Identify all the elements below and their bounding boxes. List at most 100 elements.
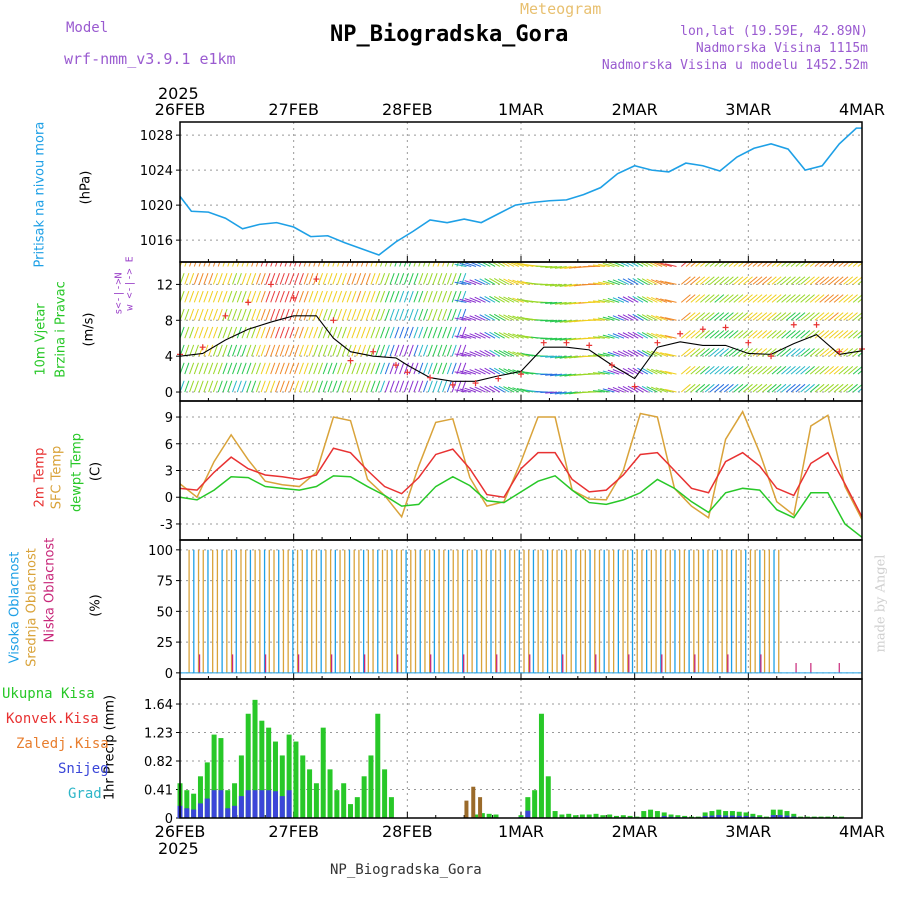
wind-barb	[627, 278, 639, 285]
wind-barb	[442, 326, 448, 339]
wind-barb	[641, 349, 653, 357]
wind-barb	[790, 294, 801, 303]
wind-barb	[308, 380, 314, 393]
wind-barb	[198, 262, 202, 267]
wind-barb	[771, 312, 782, 321]
wind-barb	[843, 348, 854, 357]
wind-barb	[260, 308, 266, 321]
wind-barb	[843, 276, 854, 285]
wind-barb	[857, 352, 862, 357]
wind-barb	[719, 383, 729, 393]
wind-barb	[365, 380, 371, 393]
precip-legend-total: Ukupna Kisa	[2, 686, 95, 702]
wind-barb	[384, 290, 390, 303]
wind-barb	[260, 344, 266, 357]
frozen-bar	[464, 800, 469, 818]
wind-barb	[607, 387, 620, 393]
y-tick-label: 25	[156, 636, 173, 651]
wind-barb	[308, 362, 314, 375]
wind-barb	[540, 355, 553, 358]
wind-barb	[733, 348, 744, 357]
wind-barb	[695, 383, 706, 393]
wind-barb	[189, 272, 195, 285]
wind-barb	[380, 362, 386, 375]
wind-barb	[193, 308, 199, 321]
wind-barb	[824, 312, 835, 321]
wind-barb	[852, 312, 862, 321]
snow-bar	[272, 791, 278, 818]
wind-barb	[680, 383, 691, 393]
wind-barb	[232, 308, 238, 321]
wind-barb	[738, 312, 749, 321]
wind-barb	[380, 326, 386, 339]
wind-barb	[766, 312, 777, 321]
wind-gust-marker	[245, 299, 252, 306]
wind-barb	[700, 330, 710, 339]
wind-barb	[279, 380, 285, 393]
wind-barb	[493, 349, 505, 357]
wind-barb	[275, 272, 281, 285]
wind-barb	[265, 344, 271, 357]
wind-barb	[217, 262, 221, 267]
wind-barb	[800, 330, 811, 339]
wind-barb	[512, 333, 524, 339]
wind-barb	[327, 380, 333, 393]
wind-barb	[284, 362, 290, 375]
precip-bar	[648, 809, 654, 818]
wind-barb	[809, 383, 820, 393]
wind-barb	[632, 277, 644, 285]
wind-barb	[814, 383, 825, 393]
wind-gust-marker	[427, 374, 434, 381]
snow-bar	[729, 815, 735, 818]
precip-bar	[348, 804, 353, 818]
wind-barb	[337, 290, 343, 303]
wind-barb	[265, 290, 271, 303]
precip-bar	[486, 813, 492, 818]
wind-barb	[607, 262, 620, 267]
wind-barb	[540, 337, 553, 340]
wind-barb	[848, 330, 858, 339]
precip-bar	[361, 776, 367, 818]
wind-barb	[738, 276, 749, 285]
wind-barb	[193, 262, 197, 267]
wind-barb	[232, 362, 238, 375]
wind-barb	[723, 383, 734, 393]
model-name: wrf-nmm_v3.9.1 e1km	[64, 50, 236, 68]
wind-barb	[833, 312, 844, 321]
precip-legend-conv: Konvek.Kisa	[6, 711, 99, 727]
wind-barb	[241, 290, 247, 303]
wind-barb	[303, 362, 309, 375]
wind-barb	[747, 330, 758, 339]
wind-barb	[549, 373, 562, 377]
wind-barb	[298, 262, 302, 267]
wind-barb	[389, 272, 395, 285]
y-tick-label: 75	[156, 575, 173, 590]
wind-barb	[474, 296, 486, 303]
wind-barb	[612, 386, 625, 393]
wind-barb	[757, 348, 768, 357]
wind-barb	[700, 312, 710, 321]
wind-barb	[762, 366, 772, 375]
wind-barb	[322, 362, 328, 375]
wind-barb	[469, 279, 481, 285]
wind-barb	[838, 312, 849, 321]
wind-barb	[484, 349, 496, 357]
wind-barb	[255, 344, 261, 357]
wind-barb	[469, 351, 481, 357]
wind-barb	[632, 313, 644, 321]
wind-barb	[222, 262, 226, 267]
wind-barb	[384, 262, 388, 267]
wind-barb	[588, 373, 601, 375]
wind-barb	[540, 283, 553, 286]
wind-barb	[559, 373, 572, 377]
x-tick-label-top: 28FEB	[382, 100, 433, 119]
snow-bar	[238, 796, 244, 818]
wind-barb	[852, 366, 862, 375]
wind-barb	[637, 385, 649, 393]
x-tick-label-top: 26FEB	[155, 100, 206, 119]
x-tick-label-top: 3MAR	[725, 100, 771, 119]
y-tick-label: 0	[165, 667, 173, 682]
wind-barb	[442, 362, 448, 375]
precip-bar	[327, 769, 333, 818]
wind-barb	[690, 366, 701, 375]
